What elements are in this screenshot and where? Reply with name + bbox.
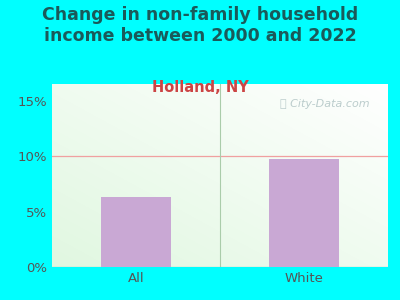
Text: ⓘ City-Data.com: ⓘ City-Data.com [280,99,370,109]
Bar [269,159,339,267]
Text: Change in non-family household
income between 2000 and 2022: Change in non-family household income be… [42,6,358,45]
Bar [101,197,171,267]
Text: Holland, NY: Holland, NY [152,80,248,94]
